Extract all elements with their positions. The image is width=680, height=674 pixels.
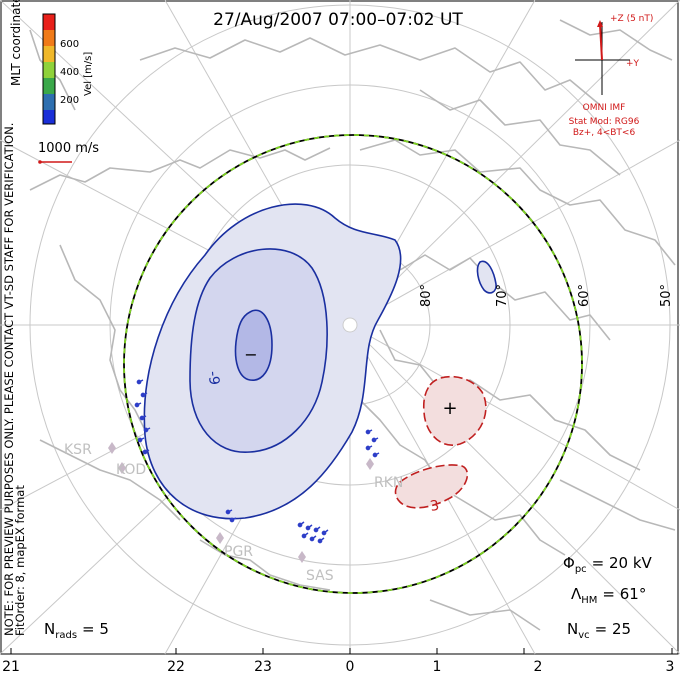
potential-maximum-marker: +: [442, 398, 457, 419]
radar-label-kod: KOD: [116, 462, 146, 478]
stat-nrads-sub: rads: [55, 630, 77, 641]
imf-indicator: +Z (5 nT) +Y OMNI IMF Stat Mod: RG96 Bz+…: [569, 14, 654, 138]
colorbar-seg-3: [43, 62, 55, 78]
stat-phi-pc: Φpc = 20 kV: [563, 554, 653, 575]
radar-site-ksr: [108, 442, 116, 454]
stat-phi-value: = 20 kV: [592, 554, 653, 572]
imf-y-label: +Y: [626, 59, 640, 69]
stat-nvc-sub: vc: [578, 630, 589, 641]
radar-site-pgr: [216, 532, 224, 544]
map-area: [0, 0, 680, 655]
colorbar-seg-0: [43, 14, 55, 30]
negative-convection-cell: [143, 203, 497, 520]
velocity-scale-label: 1000 m/s: [38, 141, 99, 156]
colorbar-seg-1: [43, 30, 55, 46]
mlt-tick-1: 1: [433, 659, 442, 674]
radar-label-pgr: PGR: [224, 544, 253, 560]
svg-text:ΛHM= 61°: ΛHM = 61°: [571, 585, 646, 606]
colorbar: 600 400 200 Vel [m/s]: [42, 13, 94, 125]
stat-lambda-value: = 61°: [602, 585, 646, 603]
mlt-axis: [10, 648, 673, 654]
mlt-tick-23: 23: [254, 659, 272, 674]
imf-arrowhead-icon: [597, 20, 603, 27]
stat-nvc-symbol: N: [567, 620, 578, 638]
imf-vector: [599, 23, 603, 61]
imf-source: OMNI IMF: [583, 103, 626, 113]
colorbar-frame: [42, 13, 56, 125]
stat-phi-sub: pc: [575, 564, 587, 575]
stat-lambda-hm: ΛHM = 61°: [571, 585, 646, 606]
stat-phi-symbol: Φ: [563, 554, 575, 572]
latitude-label-50: 50°: [659, 284, 674, 307]
colorbar-seg-4: [43, 78, 55, 94]
radar-site-kod: [118, 462, 126, 474]
potential-minimum-marker: −: [244, 345, 257, 364]
radar-label-ksr: KSR: [64, 442, 92, 458]
colorbar-tick-600: 600: [60, 39, 79, 50]
positive-contour-label: 3: [429, 498, 441, 515]
mlt-tick-22: 22: [167, 659, 185, 674]
positive-contour-main: [422, 375, 487, 446]
latitude-label-80: 80°: [419, 284, 434, 307]
colorbar-seg-6: [43, 110, 55, 124]
colorbar-tick-400: 400: [60, 67, 79, 78]
hm-boundary-green: [123, 134, 583, 594]
stat-nrads-value: = 5: [82, 620, 109, 638]
radar-site-sas: [298, 551, 306, 563]
stat-nrads: Nrads = 5: [44, 620, 109, 641]
mlt-tick-0: 0: [346, 659, 355, 674]
stat-lambda-sub: HM: [581, 595, 597, 606]
preview-note: NOTE: FOR PREVIEW PURPOSES ONLY. PLEASE …: [2, 123, 16, 636]
colorbar-seg-2: [43, 46, 55, 62]
radar-label-sas: SAS: [306, 568, 334, 584]
map-title: 27/Aug/2007 07:00–07:02 UT: [213, 10, 463, 30]
stat-nrads-symbol: N: [44, 620, 55, 638]
latitude-label-60: 60°: [577, 284, 592, 307]
svg-text:Φpc= 20 kV: Φpc = 20 kV: [563, 554, 653, 575]
imf-condition: Bz+, 4<BT<6: [573, 128, 636, 138]
colorbar-tick-200: 200: [60, 95, 79, 106]
negative-contour-inner: [234, 309, 273, 381]
latitude-label-70: 70°: [495, 284, 510, 307]
mlt-tick-3: 3: [666, 659, 675, 674]
imf-z-label: +Z (5 nT): [610, 14, 653, 24]
positive-contour-secondary: [394, 464, 469, 509]
coastlines: [29, 19, 676, 631]
stat-nvc: Nvc = 25: [567, 620, 631, 641]
stat-nvc-value: = 25: [595, 620, 631, 638]
stat-lambda-symbol: Λ: [571, 585, 582, 603]
colorbar-label: Vel [m/s]: [83, 52, 94, 96]
mlt-tick-2: 2: [534, 659, 543, 674]
velocity-scale-arrow: [38, 160, 72, 164]
negative-contour-label: -9: [205, 370, 222, 385]
colorbar-seg-5: [43, 94, 55, 110]
radar-label-rkn: RKN: [374, 475, 403, 491]
velocity-vectors: [134, 379, 380, 544]
map-frame: [0, 0, 679, 655]
coordinates-label: MLT coordinates: [9, 0, 23, 86]
fit-order-note: FitOrder: 8, mapEX format: [13, 485, 27, 636]
negative-contour-small: [476, 260, 497, 294]
radar-sites: [108, 442, 374, 563]
svg-text:Nvc= 25: Nvc = 25: [567, 620, 631, 641]
imf-model: Stat Mod: RG96: [569, 117, 640, 127]
positive-convection-cell: [394, 375, 487, 509]
svg-text:Nrads= 5: Nrads = 5: [44, 620, 109, 641]
mlt-tick-21: 21: [2, 659, 20, 674]
pole-marker: [342, 317, 358, 333]
radar-site-rkn: [366, 458, 374, 470]
